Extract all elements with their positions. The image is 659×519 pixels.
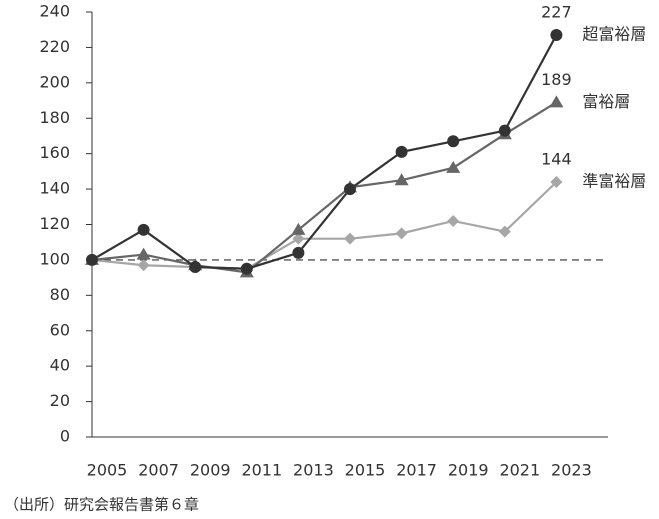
marker [292, 246, 305, 259]
marker [394, 173, 409, 186]
legend-label: 準富裕層 [582, 172, 646, 191]
y-tick-label: 180 [39, 108, 70, 127]
marker [136, 247, 151, 260]
x-tick-label: 2009 [190, 461, 231, 480]
y-tick-label: 80 [50, 285, 70, 304]
marker [549, 95, 564, 108]
y-tick-label: 220 [39, 37, 70, 56]
y-tick-label: 160 [39, 143, 70, 162]
marker [550, 29, 563, 42]
legend-label: 超富裕層 [582, 25, 646, 44]
y-tick-label: 20 [50, 391, 70, 410]
value-label: 144 [541, 150, 572, 169]
x-tick-label: 2015 [345, 461, 386, 480]
y-tick-label: 140 [39, 179, 70, 198]
series-line [91, 181, 558, 270]
x-tick-label: 2005 [87, 461, 128, 480]
marker [137, 259, 150, 272]
marker [240, 262, 253, 275]
source-note: （出所）研究会報告書第６章 [4, 496, 199, 514]
marker [447, 214, 460, 227]
marker [498, 225, 511, 238]
x-tick-label: 2019 [448, 461, 489, 480]
marker [550, 176, 563, 188]
y-tick-label: 200 [39, 72, 70, 91]
value-label: 227 [541, 3, 572, 22]
x-tick-label: 2013 [293, 461, 334, 480]
marker [137, 223, 150, 236]
y-tick-label: 100 [39, 249, 70, 268]
marker [344, 183, 356, 196]
x-tick-label: 2021 [499, 461, 540, 480]
marker [86, 253, 98, 266]
marker [292, 232, 305, 245]
y-tick-label: 60 [50, 320, 70, 339]
legend-label: 富裕層 [582, 92, 630, 111]
x-tick-label: 2023 [551, 461, 592, 480]
marker [344, 232, 356, 245]
y-tick-label: 40 [50, 356, 70, 375]
marker [446, 160, 461, 173]
value-label: 189 [541, 70, 572, 89]
y-tick-label: 120 [39, 214, 70, 233]
marker [395, 145, 408, 158]
marker [291, 222, 306, 235]
series-line [91, 34, 558, 270]
series-line [91, 101, 557, 274]
x-tick-label: 2017 [396, 461, 437, 480]
y-tick-label: 0 [60, 427, 70, 446]
x-tick-label: 2011 [241, 461, 282, 480]
x-tick-label: 2007 [138, 461, 179, 480]
marker [189, 261, 202, 273]
marker [395, 227, 408, 240]
y-tick-label: 240 [39, 2, 70, 21]
marker [498, 124, 511, 137]
marker [447, 135, 460, 148]
